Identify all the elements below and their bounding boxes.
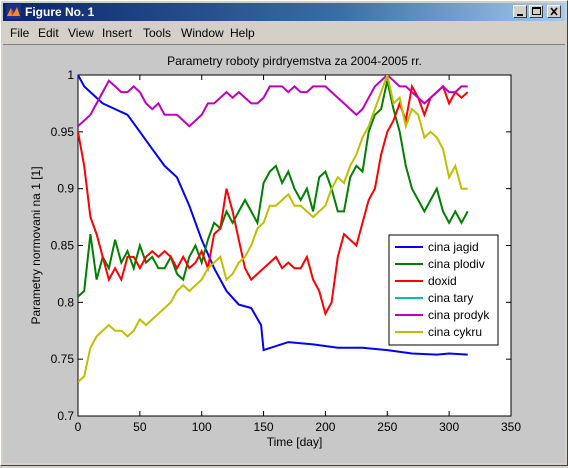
close-button[interactable]	[547, 5, 561, 18]
legend-label: cina cykru	[428, 325, 482, 339]
minimize-button[interactable]	[513, 5, 527, 18]
series-line-cina-jagid	[78, 75, 468, 356]
minimize-icon	[517, 14, 523, 16]
figure-canvas: 0 50 100 150 200 250 300 350 0.7 0.75 0.8 0.85 0.9 0.…	[3, 44, 565, 463]
x-tick-label: 350	[501, 420, 521, 434]
maximize-button[interactable]	[529, 5, 543, 18]
legend-label: cina tary	[428, 291, 473, 305]
window-title: Figure No. 1	[25, 5, 95, 19]
menu-insert[interactable]: Insert	[102, 26, 133, 40]
series-line-cina-plodiv	[78, 80, 469, 298]
series-line-cina-prodyk	[78, 75, 468, 128]
y-tick-label: 0.8	[57, 295, 74, 309]
x-axis-label: Time [day]	[267, 435, 323, 449]
menu-window[interactable]: Window	[181, 26, 224, 40]
menu-view[interactable]: View	[68, 26, 94, 40]
x-tick-label: 0	[75, 420, 82, 434]
matlab-logo-icon	[6, 4, 21, 19]
y-tick-label: 1	[67, 68, 74, 82]
x-tick-label: 200	[315, 420, 335, 434]
legend-label: cina plodiv	[428, 257, 485, 271]
title-bar[interactable]: Figure No. 1	[3, 3, 565, 21]
close-icon	[550, 7, 558, 16]
menu-edit[interactable]: Edit	[38, 26, 59, 40]
chart-svg: 0 50 100 150 200 250 300 350 0.7 0.75 0.8 0.85 0.9 0.…	[29, 54, 521, 449]
legend-label: cina jagid	[428, 240, 479, 254]
y-tick-label: 0.85	[51, 239, 75, 253]
menu-file[interactable]: File	[10, 26, 30, 40]
legend-label: doxid	[428, 274, 457, 288]
y-tick-label: 0.7	[57, 409, 74, 423]
menu-tools[interactable]: Tools	[143, 26, 172, 40]
x-tick-label: 100	[192, 420, 212, 434]
legend-box[interactable]	[388, 234, 499, 346]
y-tick-label: 0.9	[57, 182, 74, 196]
y-tick-label: 0.75	[51, 352, 75, 366]
maximize-icon	[532, 7, 541, 15]
legend-label: cina prodyk	[428, 308, 490, 322]
x-tick-label: 50	[133, 420, 147, 434]
x-tick-label: 250	[377, 420, 397, 434]
menu-help[interactable]: Help	[230, 26, 255, 40]
y-axis-label: Parametry normovani na 1 [1]	[29, 166, 43, 324]
chart-title: Parametry roboty pirdryemstva za 2004-20…	[167, 54, 422, 68]
series-line-cina-cykru	[78, 75, 468, 383]
x-tick-label: 300	[439, 420, 459, 434]
y-tick-label: 0.95	[51, 125, 75, 139]
x-tick-label: 150	[254, 420, 274, 434]
menu-bar: File Edit View Insert Tools Window Help	[3, 23, 565, 42]
